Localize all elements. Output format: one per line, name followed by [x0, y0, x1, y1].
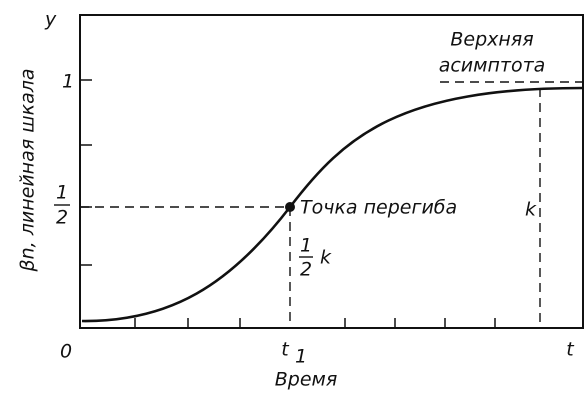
- y-symbol: y: [44, 9, 57, 31]
- asymptote-label-1: Верхняя: [450, 29, 533, 51]
- inflection-label: Точка перегиба: [300, 197, 457, 219]
- x-mark: t: [281, 339, 290, 361]
- k-label: k: [525, 199, 537, 221]
- y-axis-label: βn, линейная шкала: [17, 68, 39, 272]
- y-half-den: 2: [56, 207, 68, 229]
- half-k-den: 2: [300, 259, 312, 281]
- origin-label: 0: [60, 341, 72, 363]
- x-mark-sub: 1: [295, 346, 307, 368]
- inflection-guides: [80, 206, 291, 328]
- plot-frame: [79, 14, 584, 329]
- y-half-num: 1: [56, 182, 68, 204]
- x-axis-label: Время: [275, 369, 338, 391]
- y-one: 1: [62, 71, 74, 93]
- asymptote-label-2: асимптота: [439, 55, 546, 77]
- x-end: t: [566, 339, 575, 361]
- half-k-k: k: [320, 247, 332, 269]
- half-k-num: 1: [300, 235, 312, 257]
- ticks: [80, 79, 496, 328]
- inflection-point: [285, 202, 295, 212]
